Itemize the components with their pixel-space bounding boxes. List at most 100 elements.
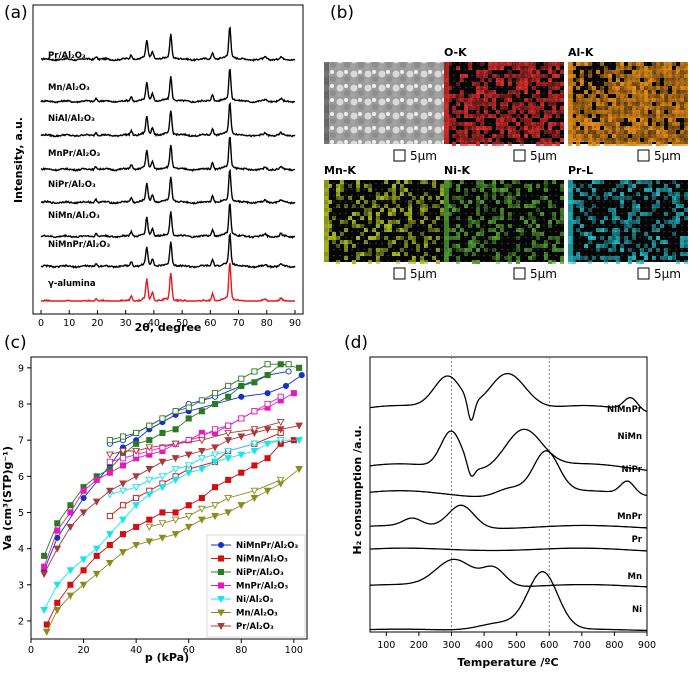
tpr-series-line xyxy=(369,450,647,498)
isotherm-point xyxy=(276,476,285,484)
scale-box-icon xyxy=(637,267,650,280)
isotherm-point xyxy=(263,487,272,495)
xrd-xtick-label: 0 xyxy=(38,318,44,329)
isotherm-point xyxy=(224,494,232,503)
xrd-series-label: MnPr/Al₂O₃ xyxy=(48,149,100,159)
legend-entry: NiMn/Al₂O₃ xyxy=(236,555,288,565)
isotherm-ytick-label: 2 xyxy=(18,616,24,627)
isotherm-point xyxy=(119,447,127,456)
isotherm-point xyxy=(290,390,297,397)
isotherm-point xyxy=(184,462,193,470)
isotherm-point xyxy=(80,567,87,574)
tpr-xtick-label: 600 xyxy=(540,640,558,651)
eds-noise xyxy=(568,180,688,262)
xrd-xtick-label: 40 xyxy=(148,318,160,329)
isotherm-point xyxy=(185,415,192,422)
tpr-series-line xyxy=(370,558,647,588)
isotherm-point xyxy=(211,484,219,491)
xrd-series-label: γ-alumina xyxy=(48,279,96,289)
isotherm-point xyxy=(119,433,127,440)
panel-label-a: (a) xyxy=(4,3,28,23)
isotherm-point xyxy=(264,455,271,462)
tpr-chart: NiMnPr NiMn NiPr MnPr Pr Mn Ni 100 200 300 400 500… xyxy=(351,356,656,669)
legend-entry: Ni/Al₂O₃ xyxy=(236,595,274,605)
isotherm-point xyxy=(198,437,206,445)
tpr-series-line xyxy=(369,372,647,421)
xrd-series-label: NiPr/Al₂O₃ xyxy=(48,180,96,190)
isotherm-point xyxy=(145,476,154,484)
isotherm-point xyxy=(198,466,206,474)
isotherm-point xyxy=(93,552,100,559)
isotherm-ytick-label: 3 xyxy=(18,580,24,591)
eds-colorbar xyxy=(324,62,329,144)
xrd-series-label: NiMnPr/Al₂O₃ xyxy=(48,240,111,250)
xrd-series-line xyxy=(40,136,296,172)
isotherm-point xyxy=(217,582,225,589)
panel-label-d: (d) xyxy=(344,333,368,353)
isotherm-point xyxy=(211,390,219,397)
isotherm-point xyxy=(159,509,166,516)
xrd-chart: Pr/Al₂O₃ Mn/Al₂O₃ NiAl/Al₂O₃ MnPr/Al₂O₃ NiPr… xyxy=(12,4,304,334)
isotherm-point xyxy=(171,516,180,524)
isotherm-point xyxy=(276,437,285,445)
isotherm-point xyxy=(237,502,246,510)
isotherm-point xyxy=(106,487,114,495)
isotherm-point xyxy=(224,437,232,445)
tpr-xtick-label: 500 xyxy=(508,640,526,651)
xrd-ylabel: Intensity, a.u. xyxy=(12,117,25,203)
isotherm-point xyxy=(158,473,167,481)
isotherm-point xyxy=(251,408,258,415)
legend-entry: MnPr/Al₂O₃ xyxy=(236,582,288,592)
isotherm-point xyxy=(158,484,167,492)
isotherm-point xyxy=(54,599,61,606)
isotherm-point xyxy=(185,502,192,509)
isotherm-point xyxy=(132,541,140,550)
eds-map-label: Al-K xyxy=(568,46,594,59)
eds-colorbar xyxy=(324,180,329,262)
isotherm-point xyxy=(119,455,127,462)
isotherm-point xyxy=(66,592,75,600)
isotherm-point xyxy=(250,447,259,456)
tpr-series-label: Pr xyxy=(632,535,643,545)
eds-colorbar xyxy=(444,62,449,144)
isotherm-adsorption-line xyxy=(43,363,300,557)
xrd-xtick-label: 80 xyxy=(261,318,273,329)
isotherm-point xyxy=(211,513,219,521)
scale-bar-label: 5μm xyxy=(654,149,681,163)
isotherm-point xyxy=(184,513,193,521)
tpr-xtick-label: 100 xyxy=(377,640,395,651)
isotherm-point xyxy=(146,516,153,523)
isotherm-point xyxy=(40,607,48,615)
scale-box-icon xyxy=(393,267,406,280)
scale-bar-label: 5μm xyxy=(530,149,557,163)
isotherm-point xyxy=(171,440,180,448)
isotherm-point xyxy=(158,520,167,528)
isotherm-point xyxy=(250,487,259,495)
isotherm-point xyxy=(224,447,232,456)
xrd-series-line xyxy=(40,101,296,138)
isotherm-point xyxy=(285,368,292,375)
isotherm-point xyxy=(211,400,219,408)
tpr-xtick-label: 200 xyxy=(410,640,428,651)
isotherm-point xyxy=(133,429,140,436)
isotherm-point xyxy=(106,560,114,568)
isotherm-point xyxy=(185,404,192,411)
scale-bar-label: 5μm xyxy=(410,267,437,281)
isotherm-point xyxy=(158,534,167,542)
isotherm-point xyxy=(79,509,88,517)
isotherm-xtick-label: 80 xyxy=(235,645,247,656)
scale-bar-label: 5μm xyxy=(654,267,681,281)
isotherm-point xyxy=(93,476,100,483)
isotherm-point xyxy=(198,397,205,404)
isotherm-point xyxy=(40,570,48,578)
isotherm-point xyxy=(198,447,206,456)
isotherm-point xyxy=(106,437,113,444)
isotherm-point xyxy=(119,516,127,524)
isotherm-ytick-label: 5 xyxy=(18,508,24,519)
isotherm-point xyxy=(54,527,61,534)
isotherm-point xyxy=(211,502,219,510)
isotherm-point xyxy=(184,451,193,459)
isotherm-point xyxy=(185,437,192,444)
isotherm-point xyxy=(53,545,62,553)
isotherm-point xyxy=(237,433,246,441)
